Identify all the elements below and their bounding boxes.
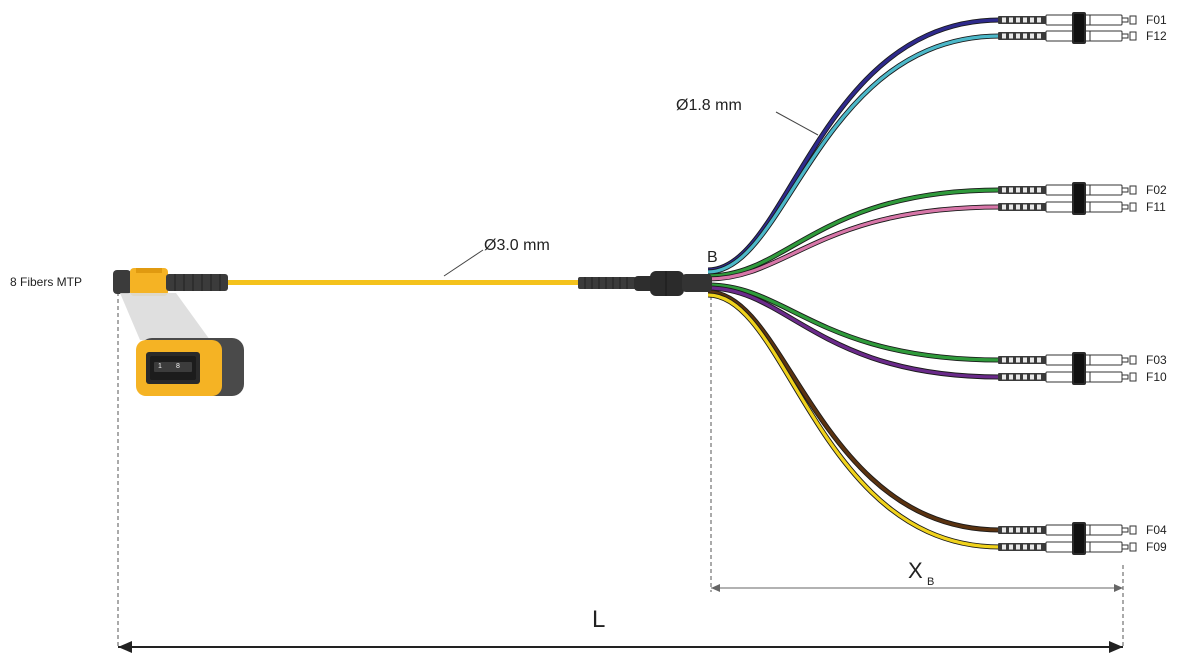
fanout-leg-f10 xyxy=(707,286,1001,379)
connector-endface-view: 1 8 xyxy=(120,293,244,396)
trunk-diameter-label: Ø3.0 mm xyxy=(484,237,550,254)
total-length-label: L xyxy=(592,606,605,633)
duplex-clip xyxy=(1072,352,1086,385)
leg-label-f04: F04 xyxy=(1146,523,1167,537)
leg-label-f10: F10 xyxy=(1146,370,1167,384)
mtp-connector xyxy=(113,268,228,296)
lc-connector-f02 xyxy=(998,184,1137,196)
fanout-leg-f03 xyxy=(707,283,1001,362)
fanout-leg-f02 xyxy=(707,188,1001,278)
lc-connector-f09 xyxy=(998,541,1137,553)
leg-label-f12: F12 xyxy=(1146,29,1167,43)
trunk-diameter-leader xyxy=(443,249,484,277)
fan-diameter-label: Ø1.8 mm xyxy=(676,97,742,114)
duplex-clip xyxy=(1072,12,1086,44)
fanout-leg-f12 xyxy=(707,34,1001,274)
lc-connector-f10 xyxy=(998,371,1137,383)
endface-pin-right: 8 xyxy=(176,363,180,370)
lc-connector-f03 xyxy=(998,354,1137,366)
fan-length-label: X xyxy=(908,558,923,583)
lc-connector-f11 xyxy=(998,201,1137,213)
duplex-clip xyxy=(1072,182,1086,215)
fanout-leg-f01 xyxy=(707,18,1001,272)
fan-length-dimension: X B xyxy=(711,558,1123,592)
leg-label-f09: F09 xyxy=(1146,540,1167,554)
connector-label: 8 Fibers MTP xyxy=(10,275,82,289)
lc-connector-f01 xyxy=(998,14,1137,26)
fanout-leg-f11 xyxy=(707,205,1001,281)
breakout-boot xyxy=(578,271,712,296)
fan-length-sub: B xyxy=(927,576,934,588)
lc-connectors: F01 F12 F02 F11 F03 F10 F04 F09 xyxy=(998,12,1167,555)
trunk-cable xyxy=(225,280,585,285)
leg-label-f11: F11 xyxy=(1146,200,1166,214)
total-length-dimension: L xyxy=(118,606,1123,653)
leg-label-f02: F02 xyxy=(1146,183,1167,197)
fanout-leg-f04 xyxy=(707,290,1001,532)
lc-connector-f12 xyxy=(998,30,1137,42)
fan-diameter-leader xyxy=(775,111,819,136)
lc-connector-f04 xyxy=(998,524,1137,536)
fanout-legs xyxy=(707,17,1001,550)
fanout-leg-f09 xyxy=(707,293,1001,549)
endface-pin-left: 1 xyxy=(158,363,162,370)
breakout-label: B xyxy=(707,249,718,266)
leg-label-f03: F03 xyxy=(1146,353,1167,367)
leg-label-f01: F01 xyxy=(1146,13,1167,27)
duplex-clip xyxy=(1072,522,1086,555)
